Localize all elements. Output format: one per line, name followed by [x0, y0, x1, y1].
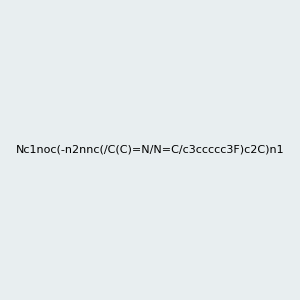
Text: Nc1noc(-n2nnc(/C(C)=N/N=C/c3ccccc3F)c2C)n1: Nc1noc(-n2nnc(/C(C)=N/N=C/c3ccccc3F)c2C)… [16, 145, 284, 155]
